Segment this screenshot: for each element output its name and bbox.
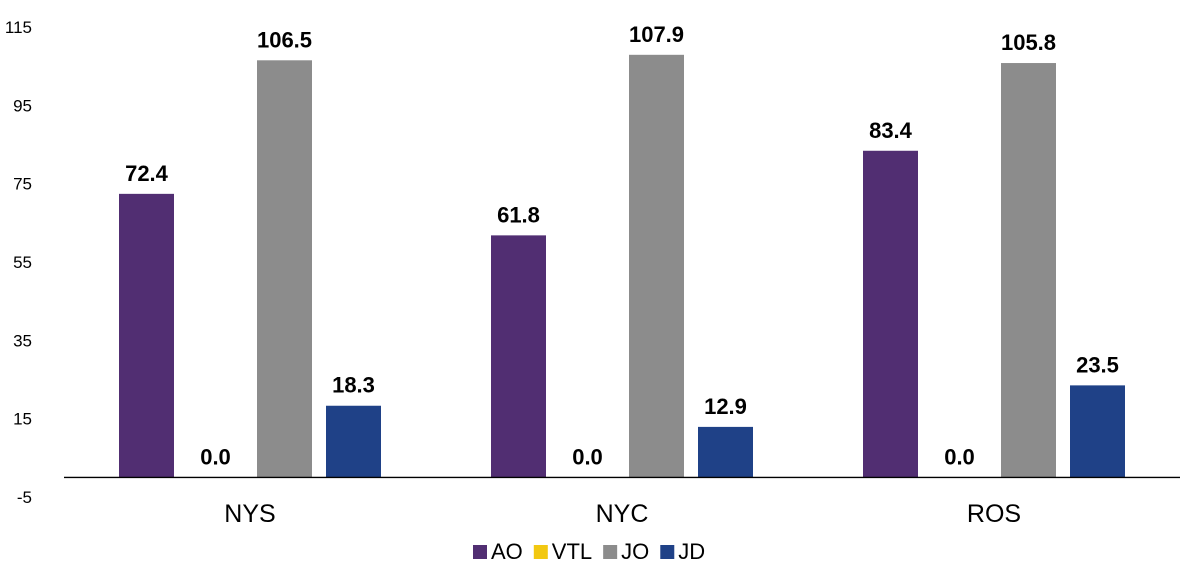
- legend-swatch: [473, 545, 487, 559]
- data-label: 23.5: [1076, 352, 1119, 377]
- data-label: 61.8: [497, 202, 540, 227]
- legend-item-jd: JD: [660, 539, 705, 564]
- data-label: 0.0: [572, 444, 603, 469]
- category-label: NYC: [596, 500, 649, 528]
- bars: [119, 54, 1125, 478]
- legend-item-vtl: VTL: [533, 539, 592, 564]
- y-tick-label: 75: [13, 175, 32, 194]
- bar-jo-nys: [257, 60, 312, 478]
- data-label: 0.0: [944, 444, 975, 469]
- legend-item-jo: JO: [603, 539, 649, 564]
- legend-item-ao: AO: [473, 539, 523, 564]
- bar-jd-ros: [1070, 385, 1125, 478]
- y-tick-label: 35: [13, 331, 32, 350]
- legend-label: JO: [621, 539, 649, 564]
- y-tick-label: 115: [5, 18, 32, 37]
- y-axis-ticks: 115 95 75 55 35 15 -5: [5, 18, 32, 507]
- data-label: 83.4: [869, 118, 913, 143]
- legend-swatch: [603, 545, 618, 559]
- data-label: 72.4: [125, 161, 169, 186]
- y-tick-label: 55: [13, 253, 32, 272]
- bar-jd-nyc: [698, 426, 753, 478]
- category-label: NYS: [224, 500, 275, 528]
- data-label: 18.3: [332, 373, 375, 398]
- data-labels: 72.4 0.0 106.5 18.3 61.8 0.0 107.9 12.9 83.4 0.0 1…: [125, 22, 1119, 470]
- data-label: 105.8: [1001, 30, 1056, 55]
- legend: AO VTL JO JD: [473, 539, 705, 564]
- category-labels: NYS NYC ROS: [224, 500, 1021, 528]
- y-tick-label: 15: [13, 410, 32, 429]
- legend-label: JD: [678, 539, 705, 564]
- bar-ao-nys: [119, 193, 174, 478]
- bar-ao-ros: [863, 150, 918, 478]
- legend-swatch: [533, 545, 548, 559]
- y-tick-label: 95: [13, 96, 32, 115]
- data-label: 106.5: [257, 27, 312, 52]
- legend-swatch: [660, 545, 675, 559]
- legend-label: VTL: [552, 539, 592, 564]
- data-label: 107.9: [629, 22, 684, 47]
- data-label: 12.9: [704, 394, 747, 419]
- y-tick-label: -5: [17, 488, 32, 507]
- bar-jo-ros: [1001, 63, 1056, 478]
- data-label: 0.0: [200, 444, 231, 469]
- bar-jd-nys: [326, 405, 381, 478]
- category-label: ROS: [967, 500, 1021, 528]
- bar-jo-nyc: [629, 54, 684, 478]
- legend-label: AO: [491, 539, 523, 564]
- bar-ao-nyc: [491, 235, 546, 478]
